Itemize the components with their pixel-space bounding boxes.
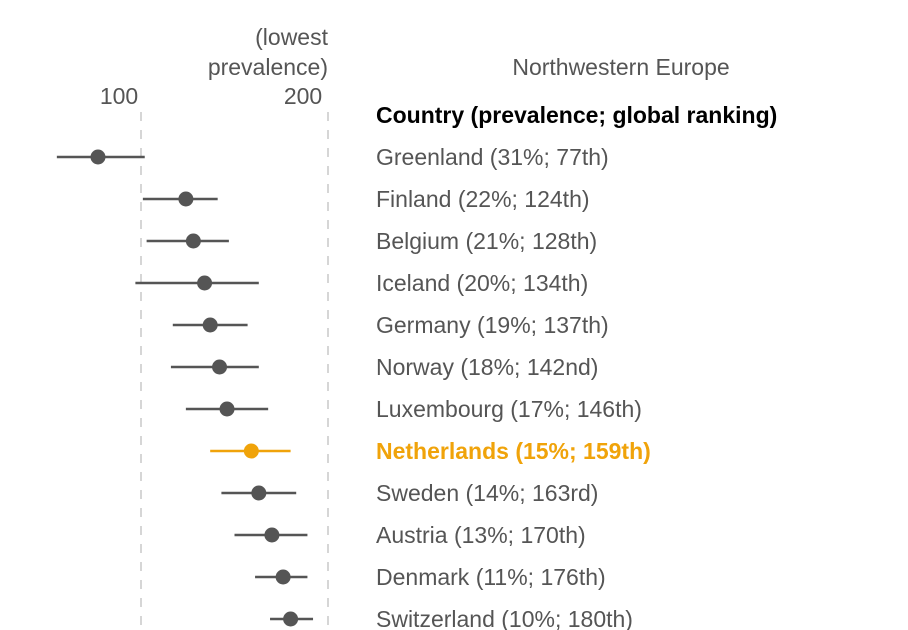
- row-label: Finland (22%; 124th): [376, 186, 590, 212]
- chart-row: Sweden (14%; 163rd): [221, 480, 598, 506]
- row-label: Germany (19%; 137th): [376, 312, 609, 338]
- chart-row: Denmark (11%; 176th): [255, 564, 606, 590]
- column-header: Country (prevalence; global ranking): [376, 102, 777, 128]
- data-point: [219, 401, 235, 417]
- x-tick-label-200: 200: [284, 83, 322, 109]
- row-label: Greenland (31%; 77th): [376, 144, 609, 170]
- row-label: Iceland (20%; 134th): [376, 270, 588, 296]
- chart-row: Finland (22%; 124th): [142, 186, 590, 212]
- chart-row: Iceland (20%; 134th): [135, 270, 588, 296]
- x-tick-label-100: 100: [100, 83, 138, 109]
- row-label: Netherlands (15%; 159th): [376, 438, 651, 464]
- row-label: Sweden (14%; 163rd): [376, 480, 598, 506]
- axis-note-line-1: (lowest: [255, 24, 328, 50]
- data-point: [243, 443, 259, 459]
- row-label: Norway (18%; 142nd): [376, 354, 598, 380]
- row-label: Denmark (11%; 176th): [376, 564, 606, 590]
- axis-note-line-2: prevalence): [208, 54, 328, 80]
- chart-row: Switzerland (10%; 180th): [270, 606, 633, 630]
- gridlines: [140, 112, 329, 630]
- data-point: [283, 611, 299, 627]
- data-point: [264, 527, 280, 543]
- chart-rows: Greenland (31%; 77th) Finland (22%; 124th…: [56, 144, 651, 630]
- chart-row: Greenland (31%; 77th): [56, 144, 609, 170]
- row-label: Luxembourg (17%; 146th): [376, 396, 642, 422]
- data-point: [251, 485, 267, 501]
- chart-row: Luxembourg (17%; 146th): [185, 396, 642, 422]
- data-point: [275, 569, 291, 585]
- data-point: [90, 149, 106, 165]
- data-point: [178, 191, 194, 207]
- data-point: [197, 275, 213, 291]
- chart-title: Northwestern Europe: [512, 54, 729, 80]
- chart-row: Norway (18%; 142nd): [170, 354, 598, 380]
- chart-row: Germany (19%; 137th): [172, 312, 609, 338]
- chart-row: Belgium (21%; 128th): [146, 228, 597, 254]
- data-point: [202, 317, 218, 333]
- row-label: Switzerland (10%; 180th): [376, 606, 633, 630]
- row-label: Austria (13%; 170th): [376, 522, 586, 548]
- chart-row: Austria (13%; 170th): [234, 522, 586, 548]
- row-label: Belgium (21%; 128th): [376, 228, 597, 254]
- chart-row: Netherlands (15%; 159th): [210, 438, 651, 464]
- data-point: [185, 233, 201, 249]
- data-point: [212, 359, 228, 375]
